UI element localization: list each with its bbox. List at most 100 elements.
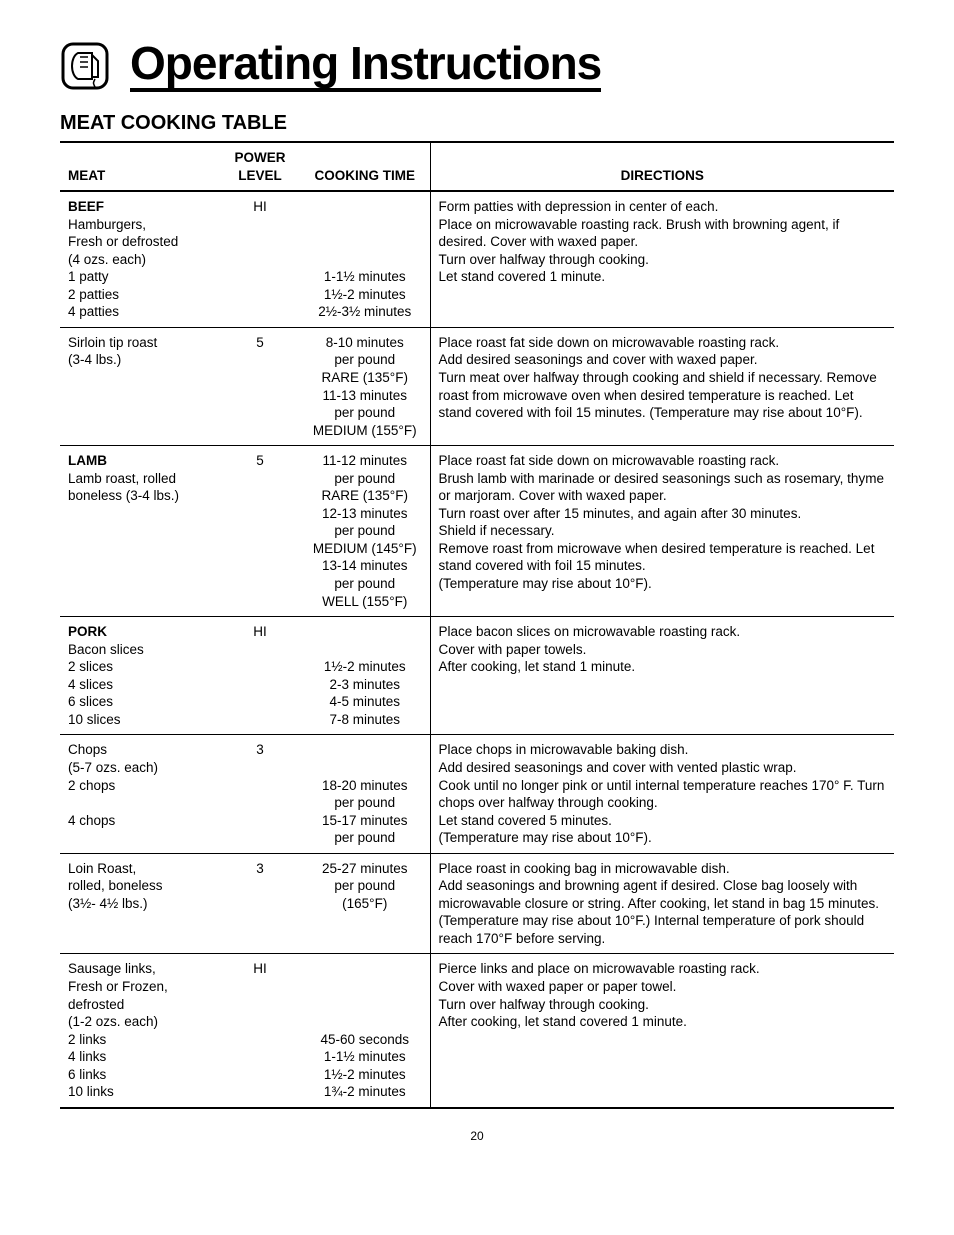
time-line: 1½-2 minutes [308,286,422,304]
direction-line: After cooking, let stand 1 minute. [439,658,887,676]
meat-line: 2 links [68,1031,212,1049]
meat-line: 2 chops [68,777,212,795]
table-row: LAMBLamb roast, rolledboneless (3-4 lbs.… [60,446,894,617]
meat-line: (4 ozs. each) [68,251,212,269]
time-line [308,233,422,251]
time-cell: 1½-2 minutes2-3 minutes4-5 minutes7-8 mi… [300,617,430,735]
directions-cell: Pierce links and place on microwavable r… [430,954,894,1108]
time-line: 8-10 minutes [308,334,422,352]
meat-line: 4 chops [68,812,212,830]
time-line [308,198,422,216]
direction-line: Add seasonings and browning agent if des… [439,877,887,947]
power-cell: HI [220,191,300,327]
meat-cell: Loin Roast,rolled, boneless(3½- 4½ lbs.) [60,853,220,954]
meat-line [68,794,212,812]
meat-cell: LAMBLamb roast, rolledboneless (3-4 lbs.… [60,446,220,617]
power-cell: 5 [220,327,300,445]
table-header-row: MEAT POWER LEVEL COOKING TIME DIRECTIONS [60,142,894,191]
time-line: 1½-2 minutes [308,1066,422,1084]
directions-cell: Place roast fat side down on microwavabl… [430,327,894,445]
section-title: MEAT COOKING TABLE [60,112,894,135]
time-line: 11-12 minutes [308,452,422,470]
time-line [308,216,422,234]
meat-cell: BEEFHamburgers,Fresh or defrosted(4 ozs.… [60,191,220,327]
power-cell: HI [220,617,300,735]
time-line: per pound [308,877,422,895]
meat-line: Fresh or Frozen, [68,978,212,996]
meat-line: defrosted [68,996,212,1014]
time-cell: 1-1½ minutes1½-2 minutes2½-3½ minutes [300,191,430,327]
time-line: 1¾-2 minutes [308,1083,422,1101]
time-line: 7-8 minutes [308,711,422,729]
time-line: MEDIUM (145°F) [308,540,422,558]
time-line [308,623,422,641]
time-line: 11-13 minutes [308,387,422,405]
time-line: 13-14 minutes [308,557,422,575]
meat-line: 2 slices [68,658,212,676]
meat-line: (1-2 ozs. each) [68,1013,212,1031]
time-line [308,1013,422,1031]
direction-line: Form patties with depression in center o… [439,198,887,216]
meat-cell: Sausage links,Fresh or Frozen,defrosted(… [60,954,220,1108]
direction-line: Pierce links and place on microwavable r… [439,960,887,978]
meat-cell: PORKBacon slices2 slices4 slices6 slices… [60,617,220,735]
header-row: Operating Instructions [60,40,894,92]
direction-line: Turn meat over halfway through cooking a… [439,369,887,422]
directions-cell: Place chops in microwavable baking dish.… [430,735,894,853]
time-cell: 25-27 minutesper pound(165°F) [300,853,430,954]
direction-line: Let stand covered 5 minutes. [439,812,887,830]
direction-line: Place roast fat side down on microwavabl… [439,452,887,470]
direction-line: Turn over halfway through cooking. [439,996,887,1014]
time-line: per pound [308,470,422,488]
time-line: RARE (135°F) [308,369,422,387]
power-cell: 3 [220,853,300,954]
meat-line: Sirloin tip roast [68,334,212,352]
direction-line: Cover with paper towels. [439,641,887,659]
time-cell: 11-12 minutesper poundRARE (135°F)12-13 … [300,446,430,617]
time-line [308,759,422,777]
power-cell: 5 [220,446,300,617]
time-line: per pound [308,575,422,593]
table-row: Chops(5-7 ozs. each)2 chops 4 chops3 18-… [60,735,894,853]
time-line: 12-13 minutes [308,505,422,523]
meat-line: Fresh or defrosted [68,233,212,251]
time-line: 45-60 seconds [308,1031,422,1049]
directions-cell: Place bacon slices on microwavable roast… [430,617,894,735]
direction-line: Place roast in cooking bag in microwavab… [439,860,887,878]
meat-category: LAMB [68,452,212,470]
table-row: Loin Roast,rolled, boneless(3½- 4½ lbs.)… [60,853,894,954]
meat-line: Hamburgers, [68,216,212,234]
page-number: 20 [60,1129,894,1143]
meat-line: Bacon slices [68,641,212,659]
direction-line: Add desired seasonings and cover with ve… [439,759,887,777]
time-line: per pound [308,351,422,369]
direction-line: Let stand covered 1 minute. [439,268,887,286]
meat-category: PORK [68,623,212,641]
time-line: RARE (135°F) [308,487,422,505]
meat-line: Chops [68,741,212,759]
meat-line: 4 links [68,1048,212,1066]
directions-cell: Place roast in cooking bag in microwavab… [430,853,894,954]
direction-line: Turn roast over after 15 minutes, and ag… [439,505,887,523]
time-line: 18-20 minutes [308,777,422,795]
direction-line: Cover with waxed paper or paper towel. [439,978,887,996]
direction-line: After cooking, let stand covered 1 minut… [439,1013,887,1031]
direction-line: Add desired seasonings and cover with wa… [439,351,887,369]
meat-line: (3½- 4½ lbs.) [68,895,212,913]
time-line: 4-5 minutes [308,693,422,711]
time-line: per pound [308,522,422,540]
time-line: 1-1½ minutes [308,268,422,286]
time-line: per pound [308,794,422,812]
direction-line: Turn over halfway through cooking. [439,251,887,269]
time-line [308,251,422,269]
meat-line: 4 slices [68,676,212,694]
meat-line: rolled, boneless [68,877,212,895]
meat-category: BEEF [68,198,212,216]
time-line: 25-27 minutes [308,860,422,878]
direction-line: Shield if necessary. [439,522,887,540]
time-line: MEDIUM (155°F) [308,422,422,440]
meat-line: Loin Roast, [68,860,212,878]
manual-icon [60,41,110,91]
meat-line: 10 links [68,1083,212,1101]
meat-line: 6 slices [68,693,212,711]
